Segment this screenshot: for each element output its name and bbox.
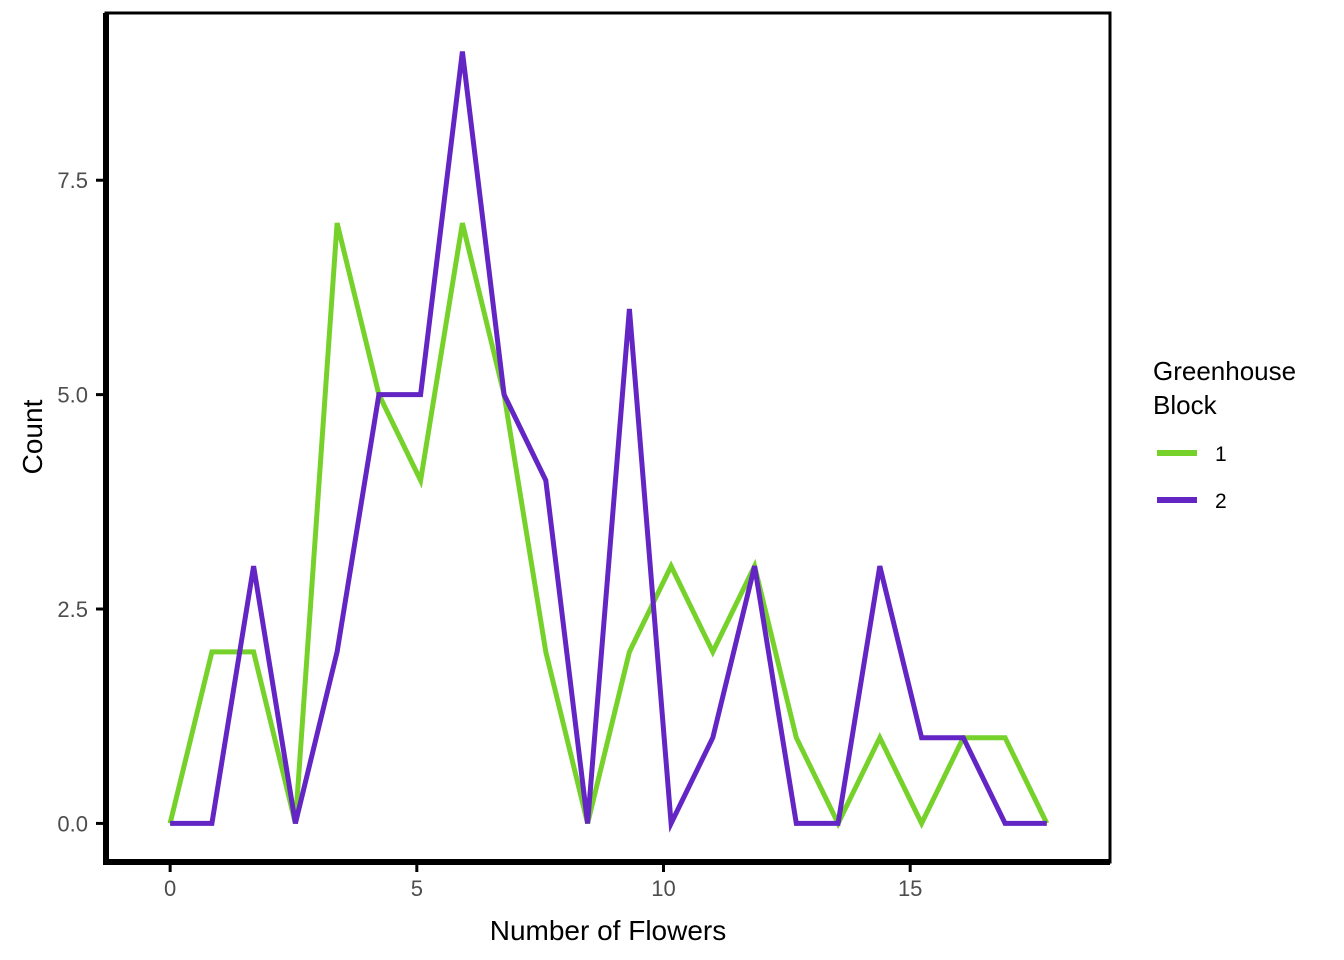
legend: Greenhouse Block 1 2 <box>1153 356 1296 513</box>
x-axis-title: Number of Flowers <box>490 915 727 946</box>
series-line-1 <box>167 222 1050 830</box>
x-tick-label: 10 <box>651 876 675 901</box>
ticks-group: 0 5 10 15 0.0 2.5 5.0 7.5 <box>57 168 922 901</box>
legend-title-line2: Block <box>1153 390 1218 420</box>
y-tick-label: 5.0 <box>57 383 88 408</box>
y-axis-title: Count <box>17 399 48 474</box>
series-group <box>167 51 1050 833</box>
legend-entry-1: 1 <box>1215 443 1227 466</box>
x-tick-label: 0 <box>164 876 176 901</box>
y-tick-label: 0.0 <box>57 811 88 836</box>
x-tick-label: 5 <box>411 876 423 901</box>
y-tick-label: 7.5 <box>57 168 88 193</box>
x-tick-label: 15 <box>898 876 922 901</box>
legend-entry-2: 2 <box>1215 490 1227 513</box>
series-line-2 <box>170 51 1047 833</box>
plot-panel <box>106 13 1110 862</box>
legend-title-line1: Greenhouse <box>1153 356 1296 386</box>
y-tick-label: 2.5 <box>57 597 88 622</box>
